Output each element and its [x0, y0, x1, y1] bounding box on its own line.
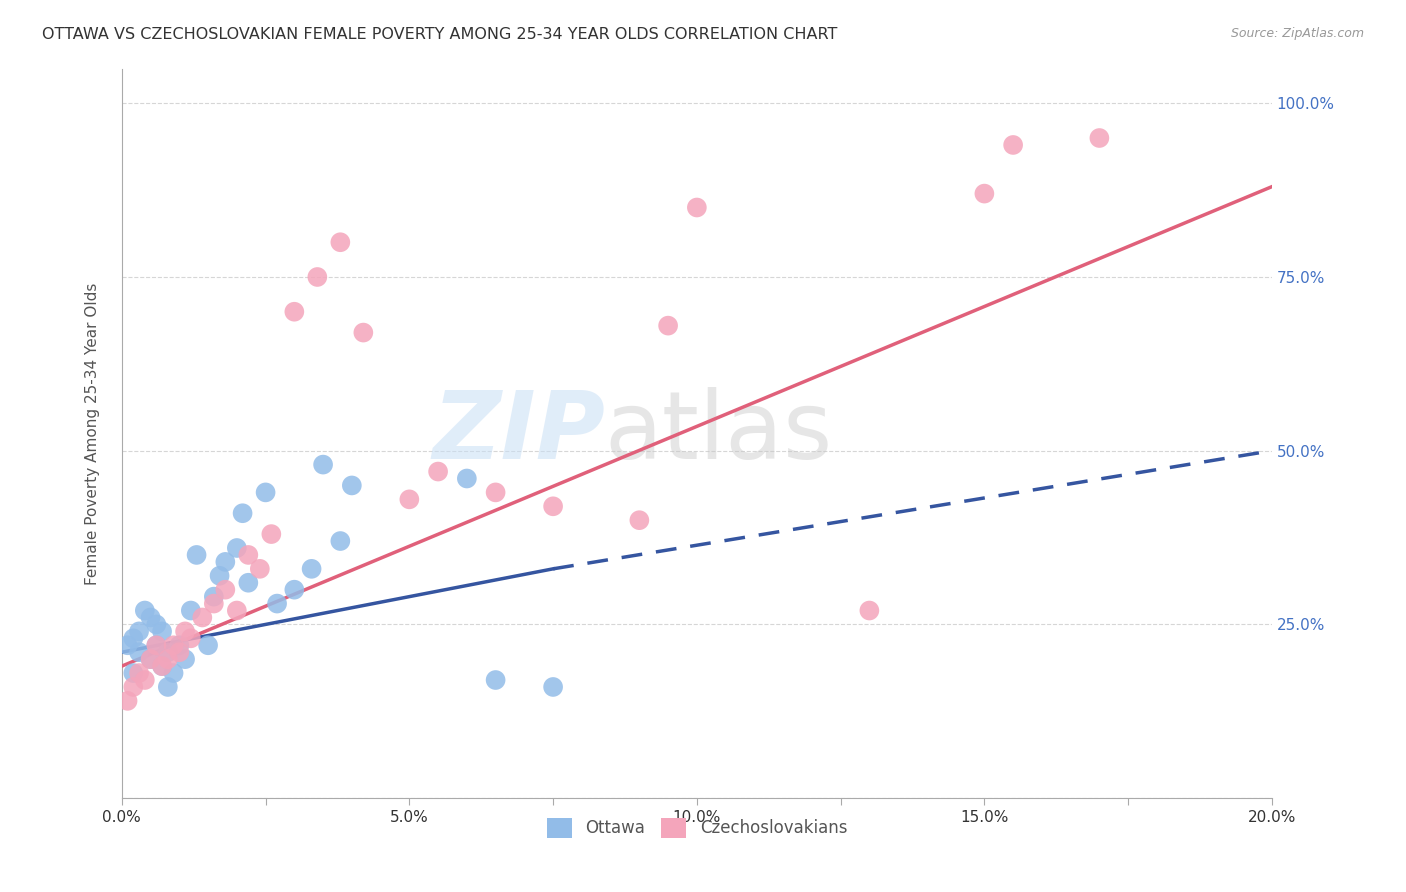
- Point: [174, 624, 197, 639]
- Point: [139, 652, 162, 666]
- Point: [858, 603, 880, 617]
- Point: [150, 624, 173, 639]
- Point: [238, 575, 260, 590]
- Point: [145, 638, 167, 652]
- Point: [398, 492, 420, 507]
- Point: [541, 680, 564, 694]
- Point: [1002, 138, 1025, 153]
- Point: [541, 500, 564, 514]
- Text: atlas: atlas: [605, 387, 834, 479]
- Point: [128, 645, 150, 659]
- Point: [266, 597, 288, 611]
- Point: [225, 541, 247, 555]
- Point: [174, 652, 197, 666]
- Point: [139, 652, 162, 666]
- Point: [686, 201, 709, 215]
- Point: [208, 568, 231, 582]
- Point: [122, 632, 145, 646]
- Point: [249, 562, 271, 576]
- Point: [169, 638, 191, 652]
- Point: [169, 645, 191, 659]
- Point: [484, 673, 506, 687]
- Point: [329, 235, 352, 250]
- Point: [156, 645, 179, 659]
- Point: [150, 659, 173, 673]
- Point: [139, 610, 162, 624]
- Point: [162, 638, 184, 652]
- Y-axis label: Female Poverty Among 25-34 Year Olds: Female Poverty Among 25-34 Year Olds: [86, 282, 100, 584]
- Point: [352, 326, 374, 340]
- Point: [122, 666, 145, 681]
- Point: [214, 582, 236, 597]
- Point: [156, 652, 179, 666]
- Point: [427, 465, 450, 479]
- Point: [301, 562, 323, 576]
- Point: [145, 617, 167, 632]
- Point: [117, 638, 139, 652]
- Point: [657, 318, 679, 333]
- Point: [134, 673, 156, 687]
- Point: [134, 603, 156, 617]
- Point: [156, 680, 179, 694]
- Point: [283, 304, 305, 318]
- Point: [117, 694, 139, 708]
- Point: [122, 680, 145, 694]
- Point: [628, 513, 651, 527]
- Point: [260, 527, 283, 541]
- Point: [128, 624, 150, 639]
- Point: [254, 485, 277, 500]
- Legend: Ottawa, Czechoslovakians: Ottawa, Czechoslovakians: [540, 811, 853, 845]
- Point: [180, 632, 202, 646]
- Point: [186, 548, 208, 562]
- Point: [150, 659, 173, 673]
- Point: [232, 506, 254, 520]
- Point: [191, 610, 214, 624]
- Point: [202, 597, 225, 611]
- Point: [973, 186, 995, 201]
- Text: Source: ZipAtlas.com: Source: ZipAtlas.com: [1230, 27, 1364, 40]
- Point: [484, 485, 506, 500]
- Point: [180, 603, 202, 617]
- Point: [340, 478, 363, 492]
- Point: [283, 582, 305, 597]
- Point: [145, 638, 167, 652]
- Point: [128, 666, 150, 681]
- Point: [329, 534, 352, 549]
- Point: [214, 555, 236, 569]
- Text: ZIP: ZIP: [432, 387, 605, 479]
- Text: OTTAWA VS CZECHOSLOVAKIAN FEMALE POVERTY AMONG 25-34 YEAR OLDS CORRELATION CHART: OTTAWA VS CZECHOSLOVAKIAN FEMALE POVERTY…: [42, 27, 838, 42]
- Point: [312, 458, 335, 472]
- Point: [225, 603, 247, 617]
- Point: [1088, 131, 1111, 145]
- Point: [238, 548, 260, 562]
- Point: [307, 270, 329, 285]
- Point: [197, 638, 219, 652]
- Point: [202, 590, 225, 604]
- Point: [162, 666, 184, 681]
- Point: [456, 471, 478, 485]
